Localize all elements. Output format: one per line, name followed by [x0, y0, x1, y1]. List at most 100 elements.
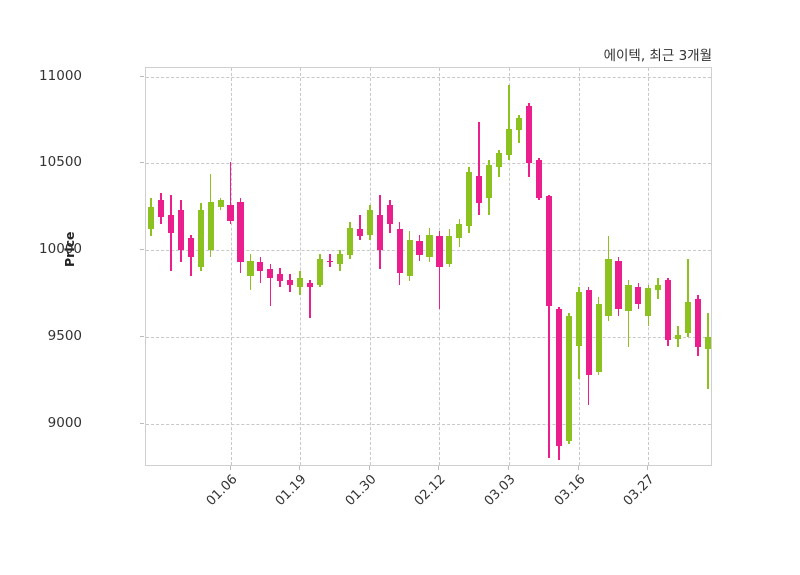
candlestick-wick	[687, 258, 689, 337]
candlestick-wick	[269, 264, 272, 306]
gridline-horizontal	[146, 423, 711, 425]
candlestick-body	[187, 238, 194, 258]
candlestick	[386, 68, 393, 465]
x-axis-tick-label: 03.03	[481, 472, 519, 509]
candlestick-body	[486, 165, 493, 199]
candlestick-body	[496, 153, 503, 167]
candlestick-wick	[309, 279, 311, 318]
candlestick	[595, 68, 602, 465]
candlestick-body	[575, 291, 582, 346]
y-axis-tick-label: 11000	[39, 67, 82, 84]
candlestick	[336, 68, 344, 465]
candlestick-body	[555, 309, 562, 447]
candlestick	[635, 68, 642, 465]
candlestick-body	[396, 229, 403, 273]
candlestick-body	[346, 227, 353, 256]
x-axis-tick-mark	[577, 466, 579, 470]
candlestick-body	[466, 172, 473, 226]
candlestick-body	[535, 159, 542, 199]
candlestick	[217, 68, 224, 465]
candlestick	[694, 68, 702, 465]
candlestick-body	[376, 215, 383, 251]
candlestick-wick	[229, 161, 232, 225]
candlestick-body	[545, 196, 552, 306]
candlestick	[207, 68, 214, 465]
x-axis-tick-label: 01.30	[342, 472, 380, 509]
x-axis-tick-label: 02.12	[412, 472, 450, 509]
y-axis-tick-label: 10500	[39, 154, 82, 171]
candlestick	[227, 68, 234, 465]
candlestick	[237, 68, 244, 465]
candlestick	[685, 68, 692, 465]
x-axis-tick-mark	[647, 466, 649, 470]
candlestick	[476, 68, 483, 465]
candlestick-wick	[478, 121, 481, 216]
gridline-horizontal	[146, 163, 711, 165]
candlestick	[675, 68, 682, 465]
candlestick-body	[406, 239, 413, 277]
gridline-vertical	[369, 68, 371, 465]
candlestick-body	[685, 302, 692, 334]
x-axis-tick-label: 01.19	[272, 472, 310, 509]
candlestick-body	[665, 279, 672, 341]
candlestick	[704, 68, 711, 465]
y-axis-tick-mark	[140, 162, 144, 164]
candlestick-body	[227, 205, 234, 221]
candlestick-body	[336, 253, 344, 265]
candlestick-body	[167, 215, 174, 233]
gridline-vertical	[578, 68, 580, 465]
candlestick	[287, 68, 294, 465]
candlestick	[525, 68, 533, 465]
candlestick-body	[505, 128, 513, 155]
candlestick	[376, 68, 383, 465]
candlestick-wick	[359, 215, 361, 240]
candlestick-body	[645, 288, 652, 317]
gridline-vertical	[230, 68, 232, 465]
candlestick	[446, 68, 453, 465]
gridline-horizontal	[146, 336, 711, 338]
candlestick-body	[147, 206, 155, 230]
candlestick	[157, 68, 164, 465]
candlestick	[645, 68, 652, 465]
candlestick-body	[704, 336, 711, 350]
candlestick	[267, 68, 274, 465]
candlestick	[555, 68, 562, 465]
candlestick-body	[565, 316, 572, 441]
candlestick	[277, 68, 284, 465]
candlestick-wick	[548, 194, 550, 459]
candlestick-body	[635, 286, 642, 304]
y-axis-tick-mark	[140, 75, 144, 77]
candlestick-wick	[438, 231, 441, 310]
candlestick	[655, 68, 662, 465]
candlestick	[316, 68, 324, 465]
candlestick-body	[297, 277, 304, 287]
candlestick-body	[237, 201, 244, 263]
x-axis-tick-label: 03.27	[621, 472, 658, 509]
candlestick-body	[416, 241, 423, 256]
candlestick-body	[456, 224, 463, 238]
candlestick	[197, 68, 204, 465]
candlestick-body	[605, 258, 612, 317]
x-axis-tick-mark	[299, 466, 301, 470]
candlestick	[297, 68, 304, 465]
y-axis-tick-label: 9000	[47, 414, 82, 431]
candlestick	[436, 68, 443, 465]
candlestick-body	[426, 234, 433, 258]
chart-title: 에이텍, 최근 3개월	[603, 48, 712, 64]
candlestick-body	[157, 199, 164, 218]
candlestick-body	[595, 303, 602, 372]
candlestick-body	[247, 260, 254, 277]
candlestick-body	[476, 175, 483, 204]
candlestick-body	[625, 284, 632, 311]
candlestick-body	[515, 118, 523, 131]
candlestick	[247, 68, 254, 465]
candlestick	[585, 68, 592, 465]
candlestick	[147, 68, 155, 465]
candlestick-body	[177, 210, 184, 251]
candlestick-body	[525, 106, 533, 164]
x-axis-tick-mark	[438, 466, 440, 470]
candlestick	[187, 68, 194, 465]
candlestick	[565, 68, 572, 465]
gridline-vertical	[509, 68, 511, 465]
